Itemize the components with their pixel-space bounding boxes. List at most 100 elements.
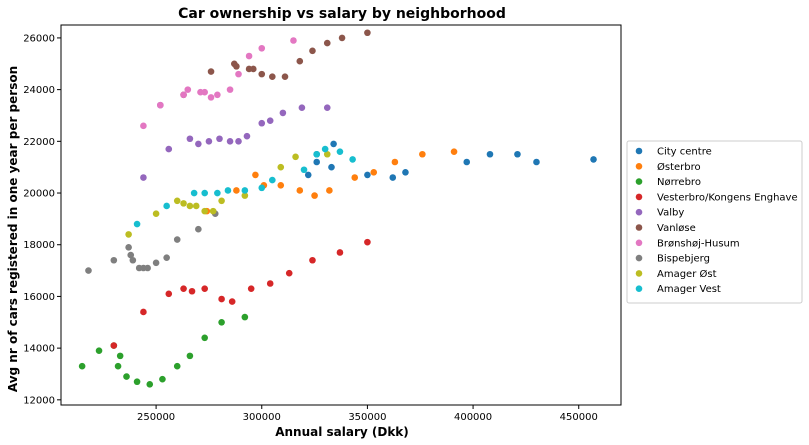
data-point-valby (235, 138, 242, 145)
data-point-bispebjerg (144, 264, 151, 272)
data-point-vesterbro-kongens-enghave (188, 287, 196, 295)
data-point-bispebjerg (127, 251, 135, 259)
data-point-city-centre (328, 163, 335, 171)
y-tick-label: 20000 (23, 189, 55, 200)
y-tick-label: 16000 (23, 292, 55, 303)
data-point-br-nsh-j-husum (258, 44, 266, 52)
legend-label: Østerbro (657, 161, 701, 173)
data-point-amager-st (180, 200, 187, 207)
data-point-amager-vest (214, 189, 221, 197)
data-points (78, 29, 597, 388)
data-point-amager-vest (224, 187, 232, 194)
data-point-vesterbro-kongens-enghave (110, 342, 118, 349)
data-point-valby (258, 119, 266, 127)
data-point-valby (243, 132, 251, 140)
data-point-valby (216, 135, 223, 143)
data-point-vesterbro-kongens-enghave (218, 295, 225, 303)
data-point-vesterbro-kongens-enghave (165, 290, 173, 298)
data-point-valby (266, 117, 274, 124)
data-point-n-rrebro (241, 313, 249, 321)
legend-label: Amager Vest (657, 284, 721, 295)
data-point-city-centre (463, 158, 471, 166)
data-point-vesterbro-kongens-enghave (309, 256, 316, 264)
data-point-vesterbro-kongens-enghave (180, 285, 187, 292)
legend-marker (635, 224, 643, 231)
legend-label: Amager Øst (657, 268, 717, 280)
data-point-valby (298, 104, 306, 112)
data-point-city-centre (402, 169, 409, 176)
data-point-br-nsh-j-husum (245, 52, 253, 60)
data-point-valby (186, 135, 194, 143)
data-point-n-rrebro (201, 334, 208, 342)
data-point-amager-st (152, 210, 160, 218)
y-tick-label: 14000 (23, 344, 55, 355)
x-tick-label: 250000 (137, 412, 175, 423)
legend-label: Nørrebro (657, 177, 701, 188)
data-point-br-nsh-j-husum (235, 70, 242, 78)
legend-marker (635, 163, 643, 170)
data-point-amager-vest (336, 148, 344, 155)
data-point-sterbro (351, 174, 359, 181)
legend-label: Brønshøj-Husum (657, 238, 740, 249)
legend-marker (635, 178, 643, 185)
y-tick-label: 22000 (23, 137, 55, 148)
data-point-vesterbro-kongens-enghave (228, 298, 236, 305)
y-axis-label: Avg nr of cars registered in one year pe… (6, 66, 20, 392)
data-point-amager-st (201, 207, 208, 215)
data-point-amager-vest (163, 202, 170, 210)
data-point-amager-vest (258, 184, 266, 192)
data-point-vanl-se (323, 39, 331, 47)
data-point-vanl-se (207, 68, 215, 75)
data-point-amager-st (241, 192, 249, 199)
data-point-amager-st (173, 197, 181, 205)
data-point-city-centre (313, 158, 320, 166)
data-point-bispebjerg (85, 267, 92, 274)
legend: City centre Østerbro Nørrebro Vesterbro/Kon… (626, 140, 803, 304)
data-point-n-rrebro (114, 362, 122, 370)
data-point-sterbro (252, 171, 259, 179)
data-point-n-rrebro (173, 362, 181, 370)
data-point-br-nsh-j-husum (184, 86, 192, 93)
data-point-sterbro (296, 187, 304, 194)
data-point-valby (323, 104, 331, 112)
data-point-vesterbro-kongens-enghave (336, 249, 344, 256)
data-point-vanl-se (269, 73, 276, 81)
data-point-vanl-se (309, 47, 316, 55)
data-point-br-nsh-j-husum (180, 91, 187, 99)
data-point-sterbro (233, 187, 240, 194)
data-point-valby (140, 174, 147, 181)
data-point-vanl-se (233, 63, 240, 70)
data-point-n-rrebro (95, 347, 103, 355)
data-point-vesterbro-kongens-enghave (140, 308, 147, 316)
data-point-bispebjerg (110, 256, 118, 264)
data-point-vesterbro-kongens-enghave (266, 280, 274, 287)
data-point-amager-st (277, 163, 285, 171)
data-point-sterbro (450, 148, 458, 155)
data-point-bispebjerg (125, 244, 132, 251)
data-point-amager-vest (190, 189, 198, 197)
x-tick-label: 400000 (454, 412, 492, 423)
data-point-n-rrebro (78, 362, 86, 370)
data-point-city-centre (330, 140, 337, 148)
data-point-sterbro (391, 158, 399, 166)
plot-frame (60, 24, 622, 406)
data-point-br-nsh-j-husum (226, 86, 234, 93)
data-point-br-nsh-j-husum (207, 94, 215, 101)
data-point-sterbro (370, 169, 378, 176)
legend-label: Vanløse (657, 223, 696, 234)
legend-label: City centre (657, 147, 712, 158)
data-point-valby (226, 138, 234, 145)
data-point-n-rrebro (159, 375, 166, 383)
x-tick-label: 450000 (560, 412, 598, 423)
data-point-n-rrebro (186, 352, 194, 360)
data-point-amager-st (125, 231, 132, 238)
legend-frame (626, 140, 803, 304)
data-point-amager-st (186, 202, 194, 210)
y-tick-label: 18000 (23, 240, 55, 251)
x-tick-label: 300000 (243, 412, 281, 423)
data-point-vesterbro-kongens-enghave (201, 285, 208, 292)
y-tick-label: 26000 (23, 33, 55, 44)
data-point-amager-st (323, 150, 331, 158)
legend-label: Vesterbro/Kongens Enghave (657, 192, 798, 203)
